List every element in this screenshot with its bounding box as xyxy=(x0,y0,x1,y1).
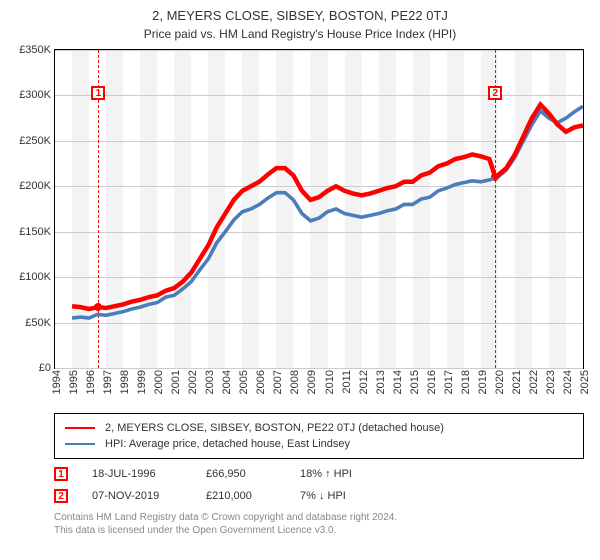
x-axis-label: 2008 xyxy=(289,369,301,370)
x-axis-label: 2013 xyxy=(375,369,387,370)
x-axis-label: 2012 xyxy=(358,369,370,370)
event-price: £66,950 xyxy=(206,468,276,480)
events-table: 1 18-JUL-1996 £66,950 18% ↑ HPI 2 07-NOV… xyxy=(54,467,584,503)
x-axis-label: 2017 xyxy=(443,369,455,370)
event-marker-1: 1 xyxy=(54,467,68,481)
x-axis-label: 2014 xyxy=(392,369,404,370)
chart-container: 2, MEYERS CLOSE, SIBSEY, BOSTON, PE22 0T… xyxy=(0,0,600,560)
legend-label: 2, MEYERS CLOSE, SIBSEY, BOSTON, PE22 0T… xyxy=(105,422,444,434)
y-axis-label: £150K xyxy=(19,226,51,238)
y-axis-label: £200K xyxy=(19,180,51,192)
x-axis-label: 2019 xyxy=(477,369,489,370)
x-axis-label: 2011 xyxy=(341,369,353,370)
y-axis-label: £0 xyxy=(39,362,51,374)
copyright-line: This data is licensed under the Open Gov… xyxy=(54,524,584,537)
title-sub: Price paid vs. HM Land Registry's House … xyxy=(10,27,590,41)
x-axis-label: 2004 xyxy=(221,369,233,370)
legend-swatch xyxy=(65,443,95,445)
legend-item-property: 2, MEYERS CLOSE, SIBSEY, BOSTON, PE22 0T… xyxy=(65,420,573,436)
event-marker-2: 2 xyxy=(54,489,68,503)
event-date: 18-JUL-1996 xyxy=(92,468,182,480)
series-line xyxy=(72,106,583,318)
x-axis-label: 2020 xyxy=(494,369,506,370)
legend-swatch xyxy=(65,427,95,429)
x-axis-label: 1998 xyxy=(119,369,131,370)
x-axis-label: 2009 xyxy=(306,369,318,370)
y-axis-label: £50K xyxy=(25,317,51,329)
x-axis-label: 2005 xyxy=(238,369,250,370)
event-row: 1 18-JUL-1996 £66,950 18% ↑ HPI xyxy=(54,467,584,481)
x-axis-label: 1994 xyxy=(51,369,63,370)
x-axis-label: 1996 xyxy=(85,369,97,370)
title-block: 2, MEYERS CLOSE, SIBSEY, BOSTON, PE22 0T… xyxy=(10,8,590,41)
event-date: 07-NOV-2019 xyxy=(92,490,182,502)
legend-item-hpi: HPI: Average price, detached house, East… xyxy=(65,436,573,452)
event-delta: 7% ↓ HPI xyxy=(300,490,346,502)
y-axis-label: £350K xyxy=(19,44,51,56)
legend: 2, MEYERS CLOSE, SIBSEY, BOSTON, PE22 0T… xyxy=(54,413,584,459)
x-axis-label: 2024 xyxy=(562,369,574,370)
x-axis-label: 1997 xyxy=(102,369,114,370)
x-axis-label: 2006 xyxy=(255,369,267,370)
line-series-svg xyxy=(55,50,583,368)
x-axis-label: 1999 xyxy=(136,369,148,370)
y-axis-label: £250K xyxy=(19,135,51,147)
x-axis-label: 2003 xyxy=(204,369,216,370)
x-axis-label: 2010 xyxy=(324,369,336,370)
chart-plot-area: £0£50K£100K£150K£200K£250K£300K£350K1994… xyxy=(54,49,584,369)
copyright: Contains HM Land Registry data © Crown c… xyxy=(54,511,584,537)
x-axis-label: 2015 xyxy=(409,369,421,370)
x-axis-label: 2023 xyxy=(545,369,557,370)
copyright-line: Contains HM Land Registry data © Crown c… xyxy=(54,511,584,524)
x-axis-label: 2007 xyxy=(272,369,284,370)
x-axis-label: 2021 xyxy=(511,369,523,370)
x-axis-label: 1995 xyxy=(68,369,80,370)
event-delta: 18% ↑ HPI xyxy=(300,468,352,480)
event-price: £210,000 xyxy=(206,490,276,502)
x-axis-label: 2002 xyxy=(187,369,199,370)
y-axis-label: £100K xyxy=(19,271,51,283)
x-axis-label: 2022 xyxy=(528,369,540,370)
x-axis-label: 2000 xyxy=(153,369,165,370)
y-axis-label: £300K xyxy=(19,89,51,101)
title-main: 2, MEYERS CLOSE, SIBSEY, BOSTON, PE22 0T… xyxy=(10,8,590,23)
event-row: 2 07-NOV-2019 £210,000 7% ↓ HPI xyxy=(54,489,584,503)
legend-label: HPI: Average price, detached house, East… xyxy=(105,438,350,450)
x-axis-label: 2001 xyxy=(170,369,182,370)
series-line xyxy=(72,105,583,309)
x-axis-label: 2018 xyxy=(460,369,472,370)
x-axis-label: 2016 xyxy=(426,369,438,370)
x-axis-label: 2025 xyxy=(579,369,591,370)
